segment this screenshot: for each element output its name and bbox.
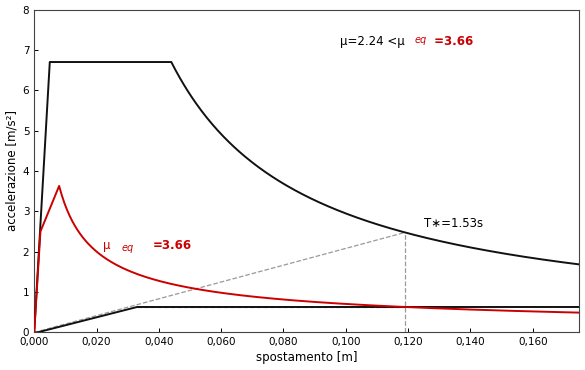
Text: μ=2.24 <μ: μ=2.24 <μ [339,36,404,48]
Text: =3.66: =3.66 [429,36,473,48]
Text: eq: eq [415,36,427,46]
Text: =3.66: =3.66 [153,239,192,252]
X-axis label: spostamento [m]: spostamento [m] [256,352,357,364]
Text: μ: μ [103,239,110,252]
Text: T∗=1.53s: T∗=1.53s [424,216,483,229]
Text: eq: eq [122,243,134,253]
Y-axis label: accelerazione [m/s²]: accelerazione [m/s²] [5,111,19,232]
